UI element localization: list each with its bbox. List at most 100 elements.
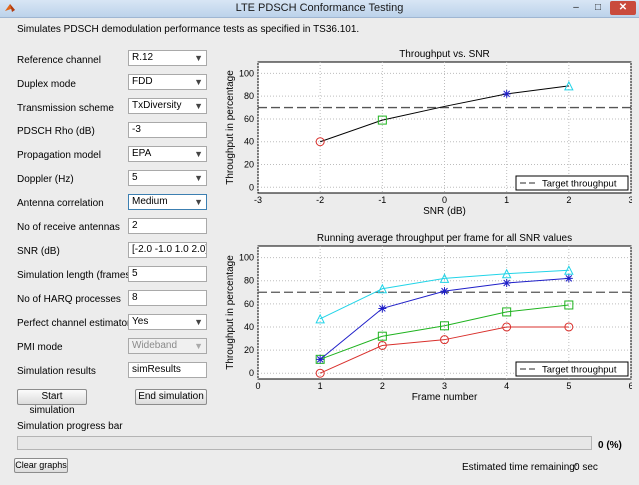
pmi-mode-value: Wideband xyxy=(132,340,178,351)
data-point-marker xyxy=(315,368,325,378)
y-tick-label: 100 xyxy=(239,253,254,263)
clear-graphs-button[interactable]: Clear graphs xyxy=(14,458,68,473)
y-tick-label: 20 xyxy=(244,160,254,170)
x-tick-label: 3 xyxy=(628,195,632,205)
chevron-down-icon: ▼ xyxy=(194,53,203,63)
harq-processes-input[interactable]: 8 xyxy=(128,290,207,306)
progress-label: Simulation progress bar xyxy=(17,421,123,432)
data-point-marker xyxy=(502,279,511,288)
propagation-model-select[interactable]: EPA ▼ xyxy=(128,146,207,162)
doppler-select[interactable]: 5 ▼ xyxy=(128,170,207,186)
series-line xyxy=(319,326,569,374)
data-point-marker xyxy=(564,80,574,91)
x-axis-label: Frame number xyxy=(412,392,478,403)
minimize-button[interactable]: – xyxy=(573,2,579,13)
pmi-mode-label: PMI mode xyxy=(17,342,63,353)
data-point-marker xyxy=(502,89,511,98)
x-tick-label: -3 xyxy=(254,195,262,205)
data-point-marker xyxy=(377,283,388,294)
chevron-down-icon: ▼ xyxy=(194,341,203,351)
time-remaining-value: 0 sec xyxy=(574,462,598,473)
chevron-down-icon: ▼ xyxy=(194,149,203,159)
sim-results-input[interactable]: simResults xyxy=(128,362,207,378)
chevron-down-icon: ▼ xyxy=(194,197,203,207)
data-point-marker xyxy=(440,335,449,345)
sim-length-input[interactable]: 5 xyxy=(128,266,207,282)
duplex-mode-select[interactable]: FDD ▼ xyxy=(128,74,207,90)
receive-antennas-input[interactable]: 2 xyxy=(128,218,207,234)
y-axis-label: Throughput in percentage xyxy=(225,255,236,370)
start-simulation-button[interactable]: Start simulation xyxy=(17,389,87,416)
snr-input[interactable]: [-2.0 -1.0 1.0 2.0] xyxy=(128,242,207,258)
reference-channel-label: Reference channel xyxy=(17,55,101,66)
y-tick-label: 100 xyxy=(239,68,254,78)
propagation-model-label: Propagation model xyxy=(17,150,101,161)
window-title: LTE PDSCH Conformance Testing xyxy=(235,2,404,14)
legend-entry: Target throughput xyxy=(542,365,617,376)
data-point-marker xyxy=(564,300,574,310)
data-point-marker xyxy=(501,268,512,279)
data-point-marker xyxy=(377,340,387,350)
data-point-marker xyxy=(316,355,325,364)
y-tick-label: 80 xyxy=(244,91,254,101)
x-tick-label: 3 xyxy=(442,381,447,391)
pdsch-rho-input[interactable]: -3 xyxy=(128,122,207,138)
chevron-down-icon: ▼ xyxy=(194,101,203,111)
y-tick-label: 0 xyxy=(249,368,254,378)
throughput-vs-snr-chart: Throughput vs. SNR -3 -2 -1 0 1 2 3 0 20 40 60 80 100… xyxy=(225,49,632,217)
antenna-correlation-label: Antenna correlation xyxy=(17,198,104,209)
chevron-down-icon: ▼ xyxy=(194,77,203,87)
chart-title: Throughput vs. SNR xyxy=(399,49,490,60)
title-bar: LTE PDSCH Conformance Testing – □ ✕ xyxy=(0,0,639,18)
sim-length-label: Simulation length (frames) xyxy=(17,270,134,281)
sim-results-label: Simulation results xyxy=(17,366,96,377)
y-tick-label: 60 xyxy=(244,114,254,124)
receive-antennas-label: No of receive antennas xyxy=(17,222,120,233)
close-button[interactable]: ✕ xyxy=(610,1,636,15)
x-tick-label: 4 xyxy=(504,381,509,391)
series-line xyxy=(320,85,569,143)
duplex-mode-value: FDD xyxy=(132,76,153,87)
snr-label: SNR (dB) xyxy=(17,246,60,257)
data-point-marker xyxy=(377,331,387,341)
y-tick-label: 40 xyxy=(244,322,254,332)
chevron-down-icon: ▼ xyxy=(194,173,203,183)
chevron-down-icon: ▼ xyxy=(194,317,203,327)
legend-box xyxy=(515,175,629,191)
pdsch-rho-label: PDSCH Rho (dB) xyxy=(17,126,95,137)
end-simulation-button[interactable]: End simulation xyxy=(135,389,207,405)
maximize-button[interactable]: □ xyxy=(594,2,602,13)
transmission-scheme-value: TxDiversity xyxy=(132,100,182,111)
data-point-marker xyxy=(564,265,574,275)
data-point-marker xyxy=(378,304,387,313)
x-tick-label: 0 xyxy=(442,195,447,205)
progress-bar xyxy=(17,436,592,450)
data-point-marker xyxy=(440,287,449,296)
data-point-marker xyxy=(502,307,512,317)
running-average-throughput-chart: Running average throughput per frame for… xyxy=(225,233,632,403)
legend-box xyxy=(515,361,629,377)
reference-channel-select[interactable]: R.12 ▼ xyxy=(128,50,207,66)
description-text: Simulates PDSCH demodulation performance… xyxy=(17,24,360,35)
perfect-estimator-value: Yes xyxy=(132,316,149,327)
perfect-estimator-select[interactable]: Yes ▼ xyxy=(128,314,207,330)
x-tick-label: 5 xyxy=(566,381,571,391)
data-point-marker xyxy=(315,137,325,147)
x-tick-label: 0 xyxy=(255,381,260,391)
propagation-model-value: EPA xyxy=(132,148,152,159)
doppler-label: Doppler (Hz) xyxy=(17,174,74,185)
matlab-icon xyxy=(5,4,15,12)
data-point-marker xyxy=(440,321,449,331)
x-axis-label: SNR (dB) xyxy=(423,206,466,217)
y-tick-label: 40 xyxy=(244,137,254,147)
y-tick-label: 80 xyxy=(244,276,254,286)
transmission-scheme-label: Transmission scheme xyxy=(17,103,114,114)
series-line xyxy=(319,304,569,360)
y-axis-label: Throughput in percentage xyxy=(225,70,236,185)
transmission-scheme-select[interactable]: TxDiversity ▼ xyxy=(128,98,207,114)
antenna-correlation-select[interactable]: Medium ▼ xyxy=(128,194,207,210)
x-tick-label: -2 xyxy=(316,195,324,205)
y-tick-label: 0 xyxy=(249,182,254,192)
data-point-marker xyxy=(502,322,512,332)
y-tick-label: 60 xyxy=(244,299,254,309)
